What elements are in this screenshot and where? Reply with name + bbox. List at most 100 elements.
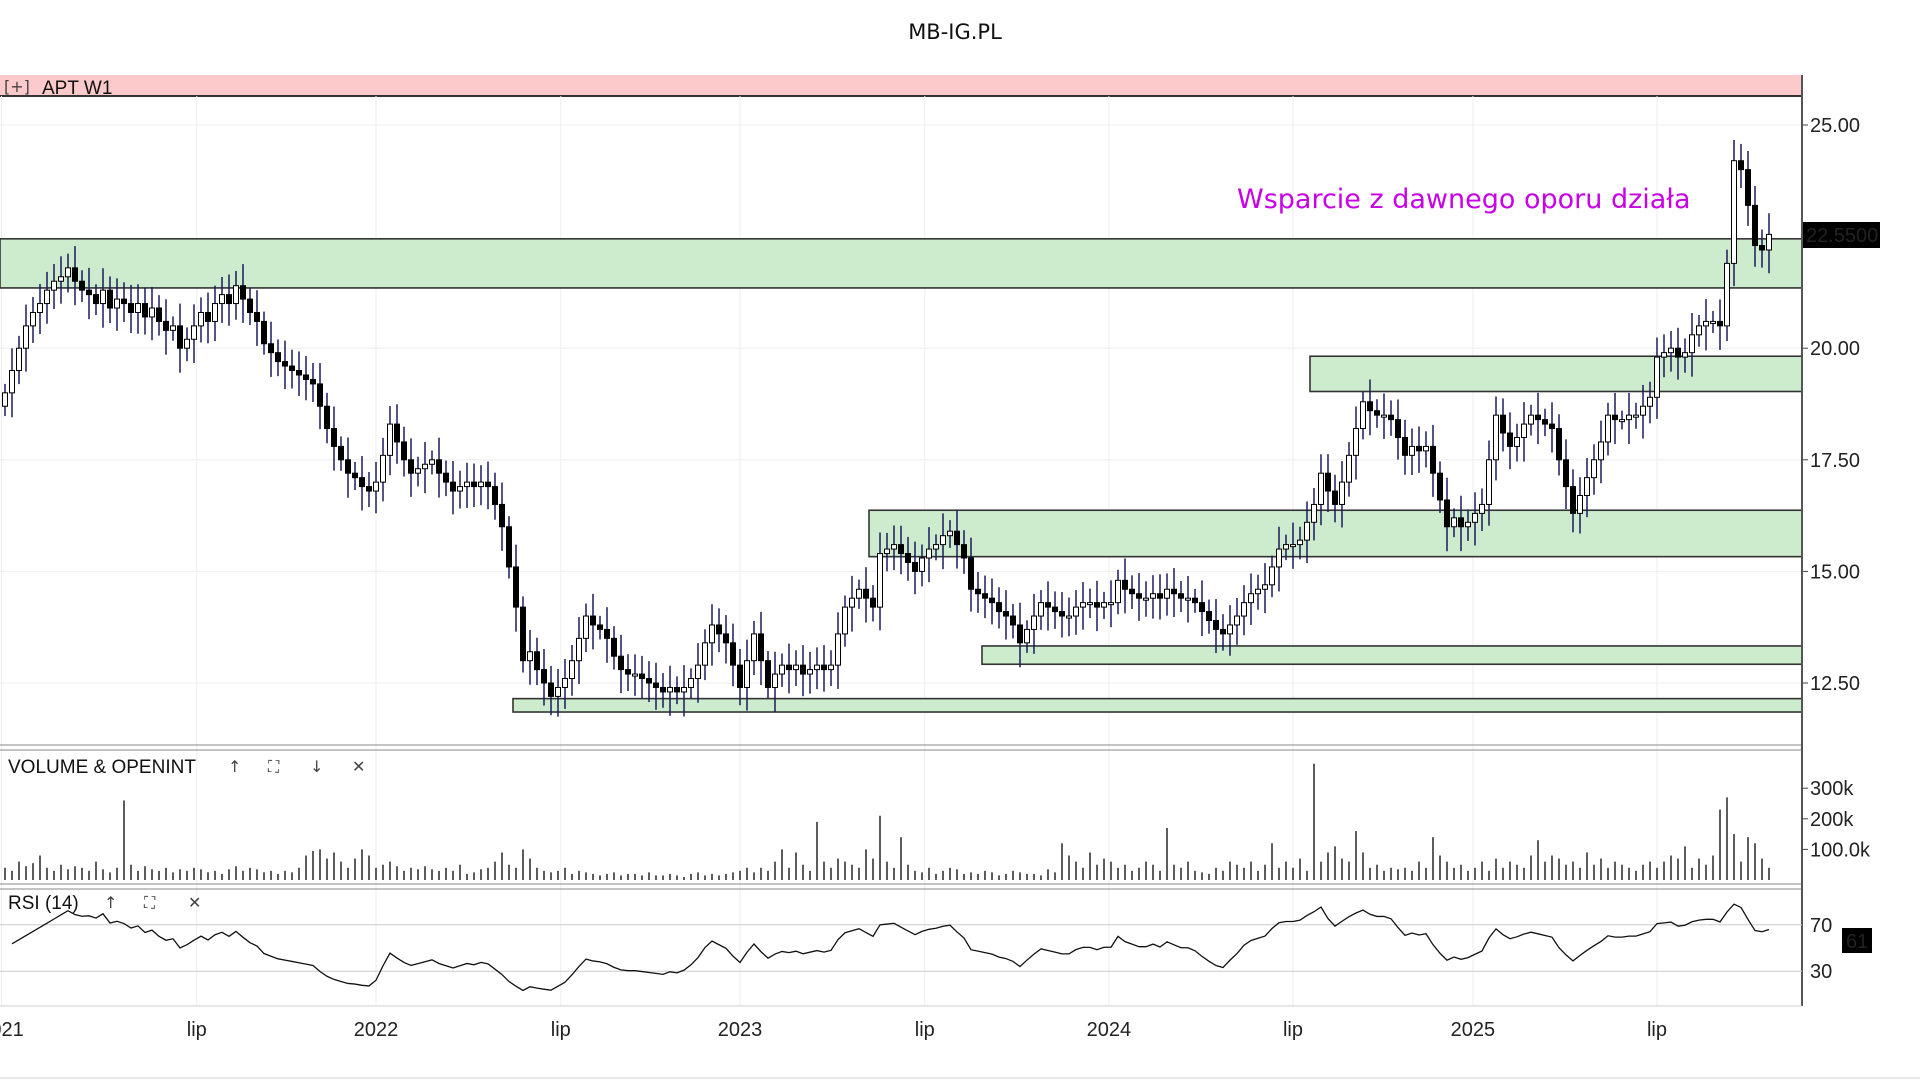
candle: [373, 461, 379, 514]
candle-body: [1514, 436, 1520, 447]
candle: [23, 304, 29, 372]
candle: [282, 340, 288, 390]
candle: [1248, 573, 1254, 625]
candle: [219, 277, 225, 323]
rsi-tick-label: 70: [1810, 915, 1832, 937]
candle: [632, 654, 638, 696]
x-tick-label: lip: [551, 1019, 571, 1041]
candle: [1150, 575, 1156, 619]
candle: [758, 611, 764, 685]
candle-body: [989, 597, 995, 604]
candle: [1206, 599, 1212, 634]
candle-body: [1248, 593, 1254, 604]
candle-body: [478, 481, 484, 488]
candle-body: [303, 374, 309, 380]
candle: [464, 462, 470, 508]
candle: [191, 304, 197, 363]
candle-body: [954, 530, 960, 546]
candle-body: [1612, 414, 1618, 421]
maximize-icon[interactable]: ⛶: [268, 757, 280, 776]
candle: [1535, 392, 1541, 445]
candle-body: [933, 544, 939, 550]
candle: [933, 534, 939, 561]
candle-body: [870, 597, 876, 608]
candle-body: [506, 526, 512, 568]
candle: [261, 311, 267, 355]
close-icon[interactable]: ✕: [188, 893, 201, 912]
candle: [583, 603, 589, 653]
candle-body: [387, 423, 393, 456]
candle-body: [1080, 602, 1086, 608]
candle-body: [142, 303, 148, 318]
candle-body: [667, 686, 673, 693]
candle: [275, 339, 281, 377]
candle-body: [1444, 499, 1450, 528]
candle: [1619, 410, 1625, 430]
candle-body: [1290, 544, 1296, 548]
arrow-up-icon[interactable]: ↑: [228, 757, 241, 776]
candle: [576, 617, 582, 685]
candle: [1171, 568, 1177, 618]
candle-body: [1430, 445, 1436, 474]
candle: [1080, 582, 1086, 630]
candle: [1353, 406, 1359, 480]
candle-body: [1073, 606, 1079, 617]
candle: [1528, 404, 1534, 436]
candle: [93, 284, 99, 315]
candle: [1360, 391, 1366, 440]
rsi-panel-label: RSI (14): [8, 893, 79, 914]
candle-body: [1710, 320, 1716, 324]
candle-body: [1017, 624, 1023, 644]
candle-body: [240, 285, 246, 300]
candle-body: [492, 486, 498, 505]
candle: [1325, 454, 1331, 513]
candle: [170, 316, 176, 341]
arrow-up-icon[interactable]: ↑: [104, 893, 117, 912]
candle: [387, 406, 393, 476]
candle-body: [1213, 620, 1219, 630]
maximize-icon[interactable]: ⛶: [144, 893, 156, 912]
candle-body: [317, 383, 323, 407]
candle-body: [772, 673, 778, 688]
support-resistance-zone: [981, 645, 1803, 666]
candle-body: [1255, 588, 1261, 595]
close-icon[interactable]: ✕: [352, 757, 365, 776]
arrow-down-icon[interactable]: ↓: [310, 757, 323, 776]
expand-icon[interactable]: [+]: [4, 77, 30, 96]
candle: [1689, 313, 1695, 377]
price-tick-label: 15.00: [1810, 561, 1860, 583]
candle-body: [1129, 588, 1135, 595]
candle-body: [884, 548, 890, 555]
candle-body: [947, 530, 953, 537]
candle: [37, 283, 43, 335]
candle: [366, 472, 372, 508]
candle: [121, 282, 127, 323]
candle-body: [1752, 204, 1758, 247]
candle: [1612, 392, 1618, 445]
candle-body: [1486, 459, 1492, 505]
candle: [674, 676, 680, 705]
volume-panel-label: VOLUME & OPENINT: [8, 757, 196, 778]
candle-body: [1318, 472, 1324, 505]
candle: [1304, 501, 1310, 564]
candle-body: [373, 481, 379, 492]
candle-body: [1045, 602, 1051, 608]
candle: [352, 461, 358, 491]
candle: [1374, 399, 1380, 428]
candle: [184, 327, 190, 362]
candle-body: [1094, 602, 1100, 608]
candle-body: [709, 624, 715, 644]
candle: [450, 460, 456, 515]
candle-body: [1521, 423, 1527, 438]
candle: [772, 651, 778, 712]
candle-body: [1584, 477, 1590, 497]
candle-body: [1367, 401, 1373, 412]
candle-body: [625, 669, 631, 675]
candle: [1101, 591, 1107, 619]
candle-body: [359, 477, 365, 488]
candle: [534, 637, 540, 686]
candle: [856, 579, 862, 609]
candle: [1416, 426, 1422, 473]
candle-body: [1122, 579, 1128, 590]
candle-body: [541, 669, 547, 684]
